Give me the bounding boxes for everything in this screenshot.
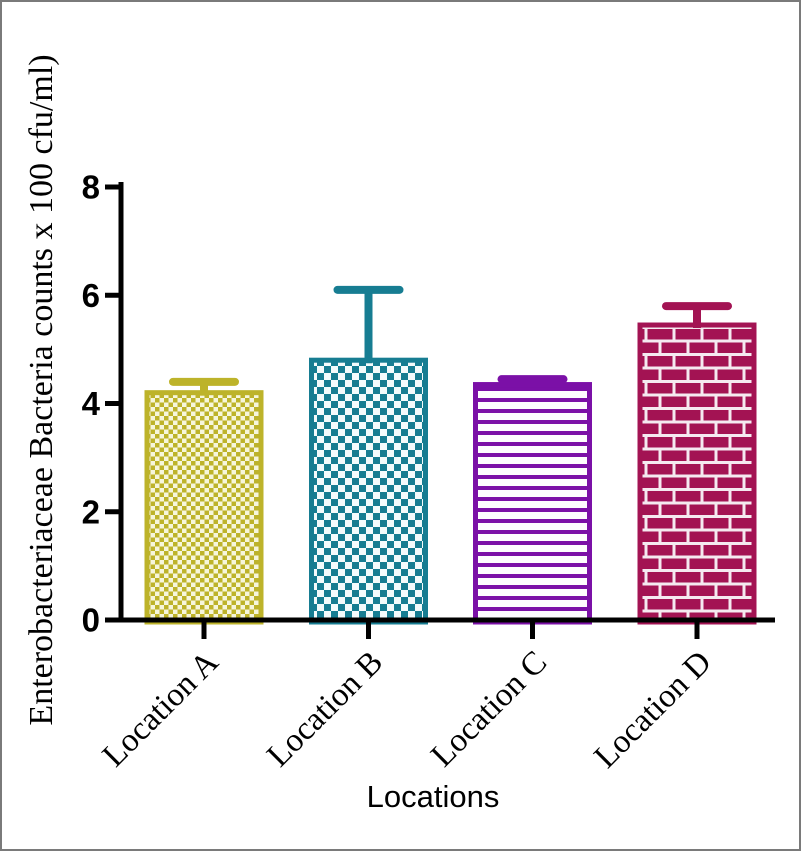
bar-location-c: [473, 382, 592, 625]
category-label-location-b: Location B: [260, 644, 390, 774]
bar-location-d: [637, 322, 757, 625]
y-tick-label-4: 4: [82, 385, 101, 422]
error-bar-location-b: [333, 285, 404, 364]
bar-location-a: [144, 390, 264, 625]
y-axis-title: Enterobacteriaceae Bacteria counts x 100…: [23, 54, 60, 725]
bar-location-b: [309, 357, 428, 625]
error-bar-location-c: [497, 375, 568, 388]
error-bars-layer: [169, 285, 732, 396]
y-tick-label-6: 6: [82, 277, 100, 314]
bars-layer: [144, 322, 757, 625]
x-axis-title: Locations: [367, 779, 500, 814]
category-label-location-c: Location C: [424, 644, 554, 774]
category-label-location-d: Location D: [588, 644, 719, 775]
error-bar-location-a: [169, 377, 239, 396]
ticks-layer: [105, 184, 700, 639]
y-tick-label-0: 0: [82, 602, 100, 639]
category-label-location-a: Location A: [96, 644, 226, 774]
y-tick-label-8: 8: [82, 169, 100, 206]
error-bar-location-d: [662, 302, 732, 329]
y-tick-label-2: 2: [82, 493, 100, 530]
